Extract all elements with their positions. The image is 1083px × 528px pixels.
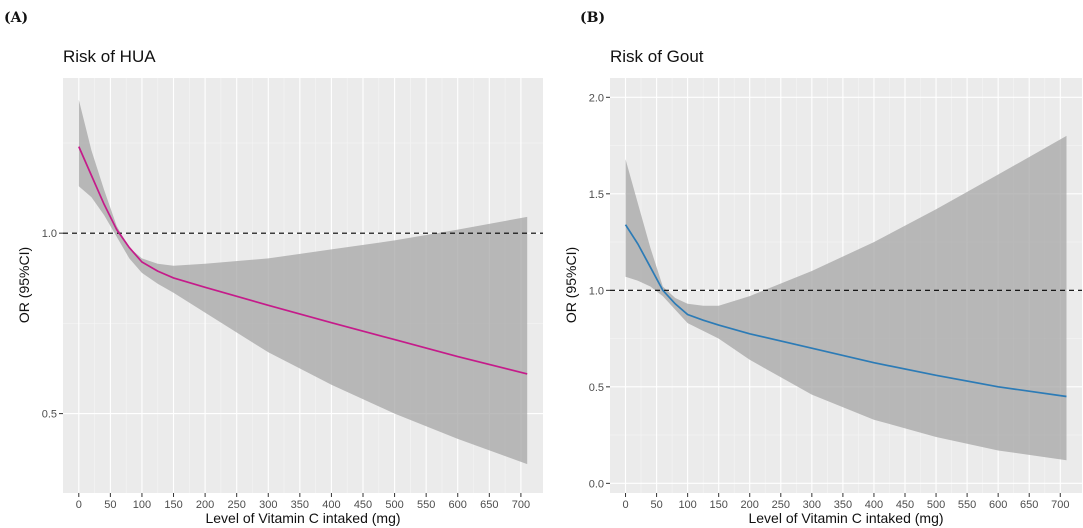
panel-b-letter: (B)	[580, 10, 605, 26]
panel-b: (B) Risk of Gout 0 50 100 150 200 250 300 350 40…	[563, 10, 1082, 526]
panel-a-ci-ribbon	[78, 99, 528, 465]
panel-b-or-line	[624, 224, 1067, 398]
panel-a-x-tick-label: 100	[133, 499, 151, 511]
panel-b-x-tick-label: 400	[865, 499, 883, 511]
panel-a-x-tick-label: 600	[449, 499, 467, 511]
panel-a-y-axis: 0.5 1.0	[42, 228, 63, 421]
panel-b-x-axis: 0 50 100 150 200 250 300 350 400 450 500 550 600 650 7…	[622, 493, 1069, 511]
panel-b-x-tick-label: 100	[678, 499, 696, 511]
panel-a-title: Risk of HUA	[63, 47, 156, 66]
panel-a-or-line	[78, 146, 528, 375]
panel-a: (A) Risk of HUA 0 50 100 150 200 250 300 350 400…	[4, 10, 543, 526]
panel-b-x-tick-label: 550	[958, 499, 976, 511]
panel-b-y-tick-label: 1.5	[589, 189, 604, 201]
panel-b-y-tick-label: 0.5	[589, 382, 604, 394]
panel-a-confidence-band	[78, 99, 528, 465]
panel-b-x-tick-label: 200	[741, 499, 759, 511]
panel-b-x-tick-label: 250	[772, 499, 790, 511]
panel-b-x-tick-label: 700	[1051, 499, 1069, 511]
panel-a-x-tick-label: 500	[385, 499, 403, 511]
panel-b-x-tick-label: 50	[650, 499, 662, 511]
panel-a-x-tick-label: 550	[417, 499, 435, 511]
panel-a-letter: (A)	[4, 10, 28, 26]
panel-a-x-tick-label: 700	[512, 499, 530, 511]
panel-a-curve	[78, 146, 528, 375]
panel-a-x-tick-label: 450	[354, 499, 372, 511]
panel-a-x-tick-label: 0	[76, 499, 82, 511]
panel-a-x-tick-label: 150	[164, 499, 182, 511]
panel-b-curve	[624, 224, 1067, 398]
panel-b-title: Risk of Gout	[610, 47, 704, 66]
panel-b-y-tick-label: 1.0	[589, 285, 604, 297]
panel-b-y-tick-label: 2.0	[589, 92, 604, 104]
panel-a-x-tick-label: 300	[259, 499, 277, 511]
panel-b-y-tick-label: 0.0	[589, 478, 604, 490]
panel-b-x-tick-label: 150	[710, 499, 728, 511]
panel-a-x-tick-label: 650	[480, 499, 498, 511]
panel-b-x-tick-label: 600	[989, 499, 1007, 511]
panel-a-x-tick-label: 50	[104, 499, 116, 511]
panel-b-y-axis: 0.0 0.5 1.0 1.5 2.0	[589, 92, 610, 490]
panel-b-x-tick-label: 650	[1020, 499, 1038, 511]
panel-a-x-axis: 0 50 100 150 200 250 300 350 400 450 500 550 600 650 7…	[76, 493, 530, 511]
panel-b-x-tick-label: 500	[927, 499, 945, 511]
panel-b-x-tick-label: 300	[803, 499, 821, 511]
panel-a-x-title: Level of Vitamin C intaked (mg)	[205, 510, 400, 526]
panel-a-x-tick-label: 400	[322, 499, 340, 511]
panel-a-y-title: OR (95%CI)	[16, 247, 32, 323]
panel-a-x-tick-label: 200	[196, 499, 214, 511]
panel-b-x-tick-label: 0	[622, 499, 628, 511]
panel-a-x-tick-label: 250	[228, 499, 246, 511]
panel-a-x-tick-label: 350	[291, 499, 309, 511]
panel-b-x-tick-label: 350	[834, 499, 852, 511]
panel-a-y-tick-label: 1.0	[42, 228, 57, 240]
panel-b-x-tick-label: 450	[896, 499, 914, 511]
panel-b-x-title: Level of Vitamin C intaked (mg)	[748, 510, 943, 526]
panel-b-y-title: OR (95%CI)	[563, 247, 579, 323]
panel-a-y-tick-label: 0.5	[42, 409, 57, 421]
